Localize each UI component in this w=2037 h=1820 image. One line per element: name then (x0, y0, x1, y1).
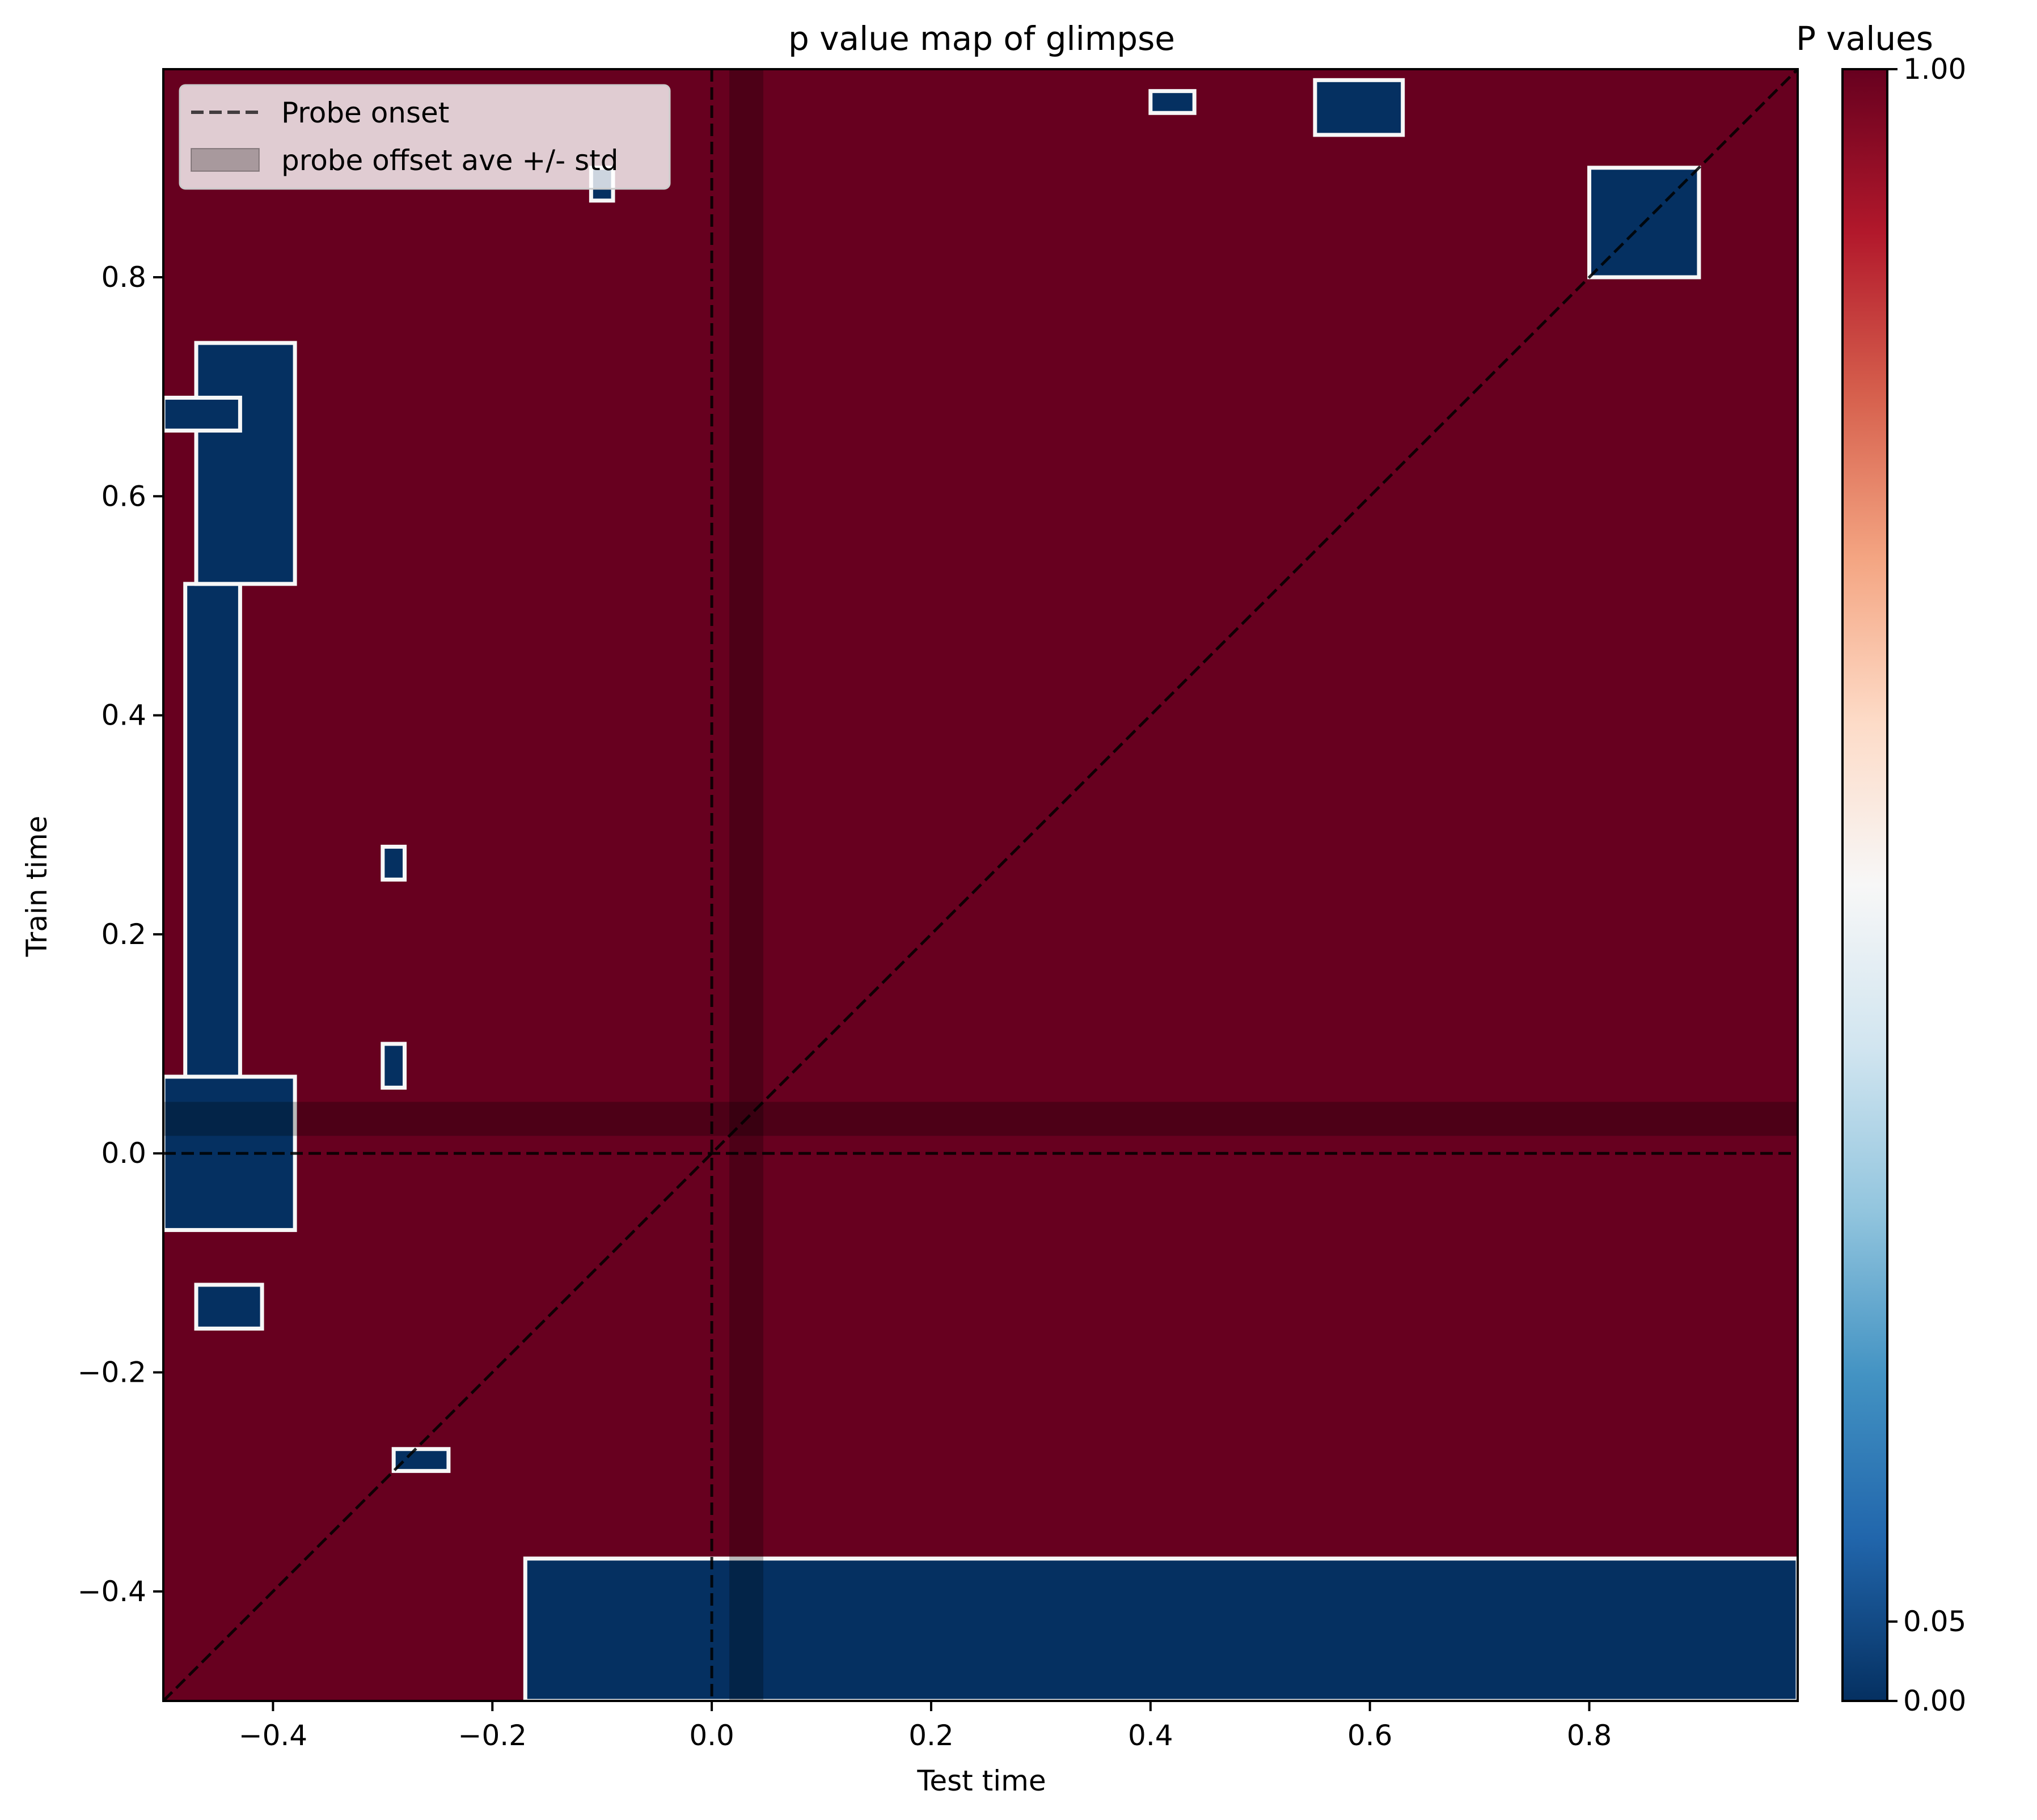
significant-region-7 (383, 846, 405, 879)
y-tick-label: 0.8 (101, 261, 146, 294)
significant-region-3 (196, 343, 295, 584)
colorbar-gradient (1842, 69, 1887, 1701)
legend-entry-probe-onset: Probe onset (281, 96, 449, 129)
x-tick-label: 0.8 (1567, 1719, 1612, 1752)
y-tick-label: 0.6 (101, 480, 146, 513)
chart-title: p value map of glimpse (788, 19, 1175, 58)
y-axis-label: Train time (20, 816, 53, 958)
significant-region-13 (525, 1559, 1798, 1701)
x-tick-label: −0.4 (239, 1719, 307, 1752)
colorbar-tick-label: 0.00 (1903, 1684, 1966, 1717)
significant-region-10 (1151, 91, 1194, 113)
y-tick-label: −0.2 (78, 1356, 146, 1389)
probe-offset-band-vertical (729, 69, 763, 1701)
significant-region-2 (185, 584, 240, 1077)
colorbar-title: P values (1796, 19, 1933, 58)
x-tick-label: 0.0 (689, 1719, 734, 1752)
x-tick-label: 0.2 (908, 1719, 954, 1752)
significant-region-11 (1315, 80, 1403, 135)
y-axis-ticks: −0.4 −0.2 0.0 0.2 0.4 0.6 0.8 (78, 261, 163, 1608)
colorbar-tick-label: 1.00 (1903, 53, 1966, 86)
colorbar-tick-label: 0.05 (1903, 1605, 1966, 1638)
y-tick-label: 0.0 (101, 1137, 146, 1170)
probe-offset-band-horizontal (163, 1102, 1798, 1136)
significant-region-4 (163, 397, 240, 430)
y-tick-label: 0.2 (101, 918, 146, 951)
y-tick-label: 0.4 (101, 699, 146, 732)
significant-region-8 (394, 1449, 449, 1471)
significant-region-5 (196, 1285, 262, 1328)
plot-area (163, 69, 1798, 1701)
x-tick-label: −0.2 (458, 1719, 527, 1752)
legend-band-swatch (191, 149, 259, 171)
x-axis-label: Test time (916, 1764, 1046, 1797)
x-tick-label: 0.6 (1347, 1719, 1393, 1752)
legend-entry-probe-offset: probe offset ave +/- std (281, 144, 618, 177)
significant-region-6 (383, 1044, 405, 1087)
y-tick-label: −0.4 (78, 1575, 146, 1608)
colorbar: P values 0.00 0.05 1.00 (1796, 19, 1966, 1717)
x-tick-label: 0.4 (1128, 1719, 1173, 1752)
x-axis-ticks: −0.4 −0.2 0.0 0.2 0.4 0.6 0.8 (239, 1701, 1612, 1752)
legend: Probe onset probe offset ave +/- std (180, 85, 670, 189)
colorbar-ticks: 0.00 0.05 1.00 (1887, 53, 1966, 1717)
